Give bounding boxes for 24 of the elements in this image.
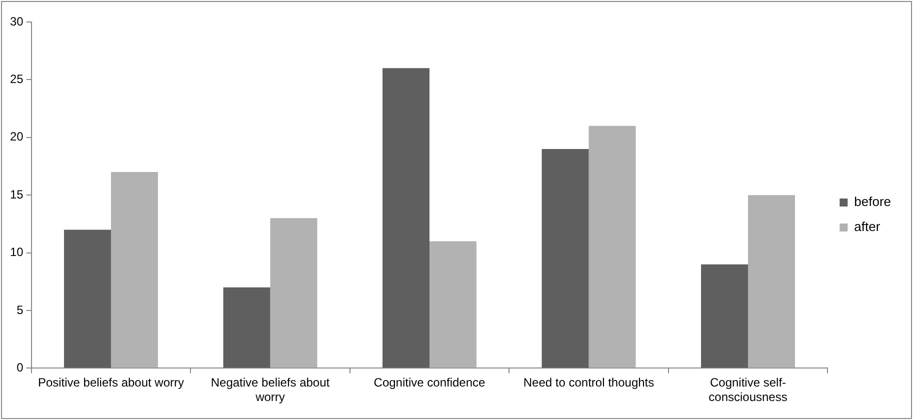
- bar: [542, 148, 589, 368]
- y-tick-label: 10: [10, 245, 24, 260]
- bar: [64, 230, 111, 368]
- x-tick-label: Negative beliefs about worry: [210, 376, 330, 404]
- y-tick-label: 5: [16, 302, 24, 317]
- bar: [701, 264, 748, 368]
- bar: [382, 68, 430, 368]
- bar: [748, 195, 795, 368]
- y-tick-label: 15: [10, 187, 24, 202]
- x-tick-label: Cognitive self-consciousness: [708, 376, 788, 404]
- y-tick-label: 0: [16, 360, 24, 375]
- x-tick-label: Cognitive confidence: [374, 376, 486, 390]
- bar: [223, 287, 270, 368]
- x-tick-label: Need to control thoughts: [523, 376, 654, 390]
- legend-label: before: [854, 194, 892, 210]
- y-tick-label: 30: [10, 14, 24, 28]
- y-tick-label: 25: [10, 72, 24, 86]
- legend-label: after: [854, 219, 881, 234]
- x-tick-label: Positive beliefs about worry: [38, 376, 184, 390]
- bar: [429, 241, 476, 368]
- y-tick-label: 20: [10, 130, 24, 144]
- bar: [270, 218, 318, 368]
- bar: [110, 172, 158, 368]
- bar: [588, 126, 636, 368]
